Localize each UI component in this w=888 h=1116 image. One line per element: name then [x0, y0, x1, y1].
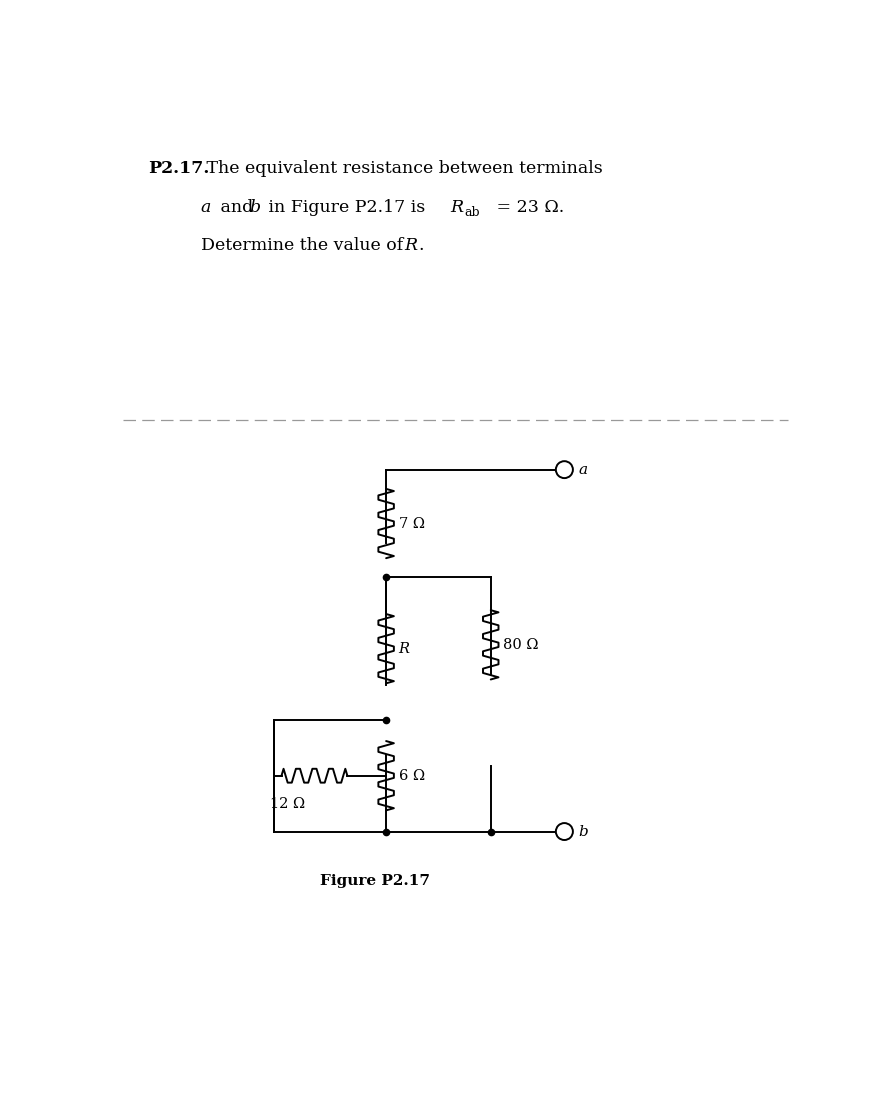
Text: = 23 Ω.: = 23 Ω.: [491, 199, 564, 215]
Text: 6 Ω: 6 Ω: [399, 769, 424, 782]
Text: R: R: [450, 199, 464, 215]
Text: Figure P2.17: Figure P2.17: [320, 874, 430, 888]
Text: 7 Ω: 7 Ω: [399, 517, 424, 530]
Text: a: a: [201, 199, 211, 215]
Text: b: b: [249, 199, 260, 215]
Text: R: R: [404, 237, 417, 254]
Text: 12 Ω: 12 Ω: [270, 797, 305, 811]
Text: ab: ab: [464, 206, 480, 220]
Circle shape: [556, 824, 573, 840]
Text: 80 Ω: 80 Ω: [503, 638, 539, 652]
Text: in Figure P2.17 is: in Figure P2.17 is: [263, 199, 431, 215]
Text: The equivalent resistance between terminals: The equivalent resistance between termin…: [201, 160, 603, 177]
Text: P2.17.: P2.17.: [148, 160, 210, 177]
Text: Determine the value of: Determine the value of: [201, 237, 408, 254]
Text: and: and: [215, 199, 258, 215]
Text: a: a: [578, 463, 588, 477]
Circle shape: [556, 461, 573, 478]
Text: .: .: [418, 237, 424, 254]
Text: R: R: [399, 642, 409, 656]
Text: b: b: [578, 825, 588, 838]
